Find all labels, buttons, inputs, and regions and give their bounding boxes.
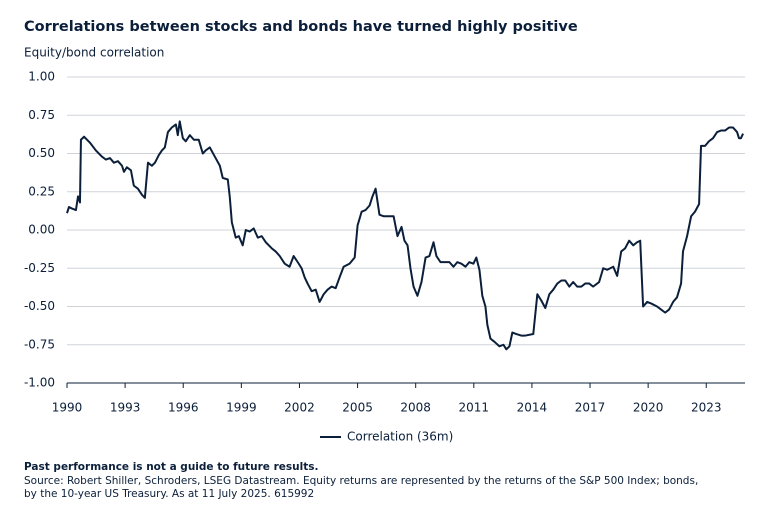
x-tick-label: 2005 [342, 401, 373, 415]
y-tick-label: -0.25 [24, 261, 55, 275]
y-tick-label: 0.00 [28, 223, 55, 237]
x-tick-label: 2020 [633, 401, 664, 415]
x-tick-label: 1996 [168, 401, 199, 415]
y-axis-label: Equity/bond correlation [24, 46, 164, 60]
y-tick-label: 0.50 [28, 146, 55, 160]
chart-title: Correlations between stocks and bonds ha… [24, 19, 578, 35]
footnote: Past performance is not a guide to futur… [24, 461, 318, 473]
line [66, 120, 744, 351]
x-tick-label: 2017 [575, 401, 606, 415]
x-tick-label: 2002 [284, 401, 315, 415]
x-tick-label: 2008 [400, 401, 431, 415]
y-tick-label: -0.50 [24, 299, 55, 313]
y-tick-label: 1.00 [28, 70, 55, 84]
x-tick-label: 1990 [52, 401, 83, 415]
y-tick-label: -1.00 [24, 376, 55, 390]
y-tick-label: -0.75 [24, 337, 55, 351]
x-tick-label: 2014 [517, 401, 548, 415]
x-tick-label: 2011 [459, 401, 490, 415]
source: Source: Robert Shiller, Schroders, LSEG … [24, 475, 698, 487]
y-tick-label: 0.25 [28, 184, 55, 198]
y-tick-label: 0.75 [28, 108, 55, 122]
x-tick-label: 2023 [691, 401, 722, 415]
x-tick-label: 1993 [110, 401, 141, 415]
legend-label: Correlation (36m) [347, 430, 453, 444]
x-tick-label: 1999 [226, 401, 257, 415]
source: by the 10-year US Treasury. As at 11 Jul… [24, 488, 314, 500]
